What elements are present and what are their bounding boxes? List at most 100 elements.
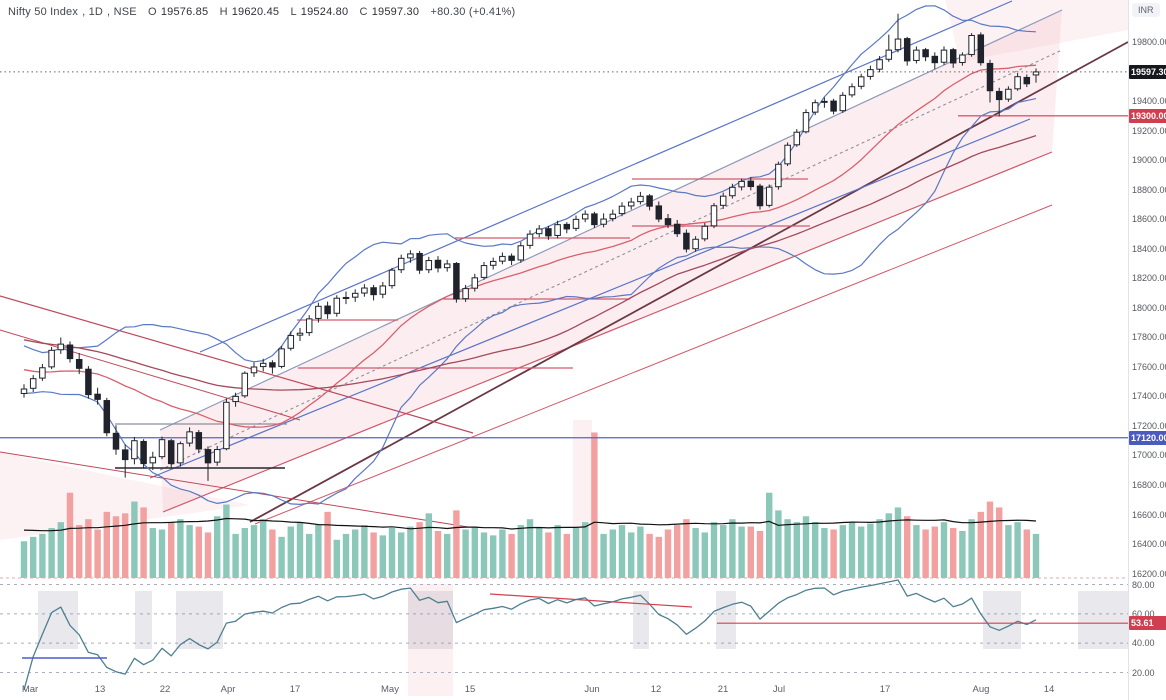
candle-body[interactable]: [959, 54, 966, 64]
currency-label[interactable]: INR: [1132, 3, 1160, 17]
candle-body[interactable]: [885, 49, 893, 60]
candle-body[interactable]: [1005, 88, 1012, 100]
candle-body[interactable]: [453, 263, 460, 300]
candle-body[interactable]: [232, 395, 239, 403]
candle-body[interactable]: [701, 225, 709, 240]
candle-body[interactable]: [949, 49, 957, 64]
chart-area[interactable]: Nifty 50 Index, 1D, NSE O 19576.85 H 19620…: [0, 0, 1128, 700]
candle-body[interactable]: [968, 35, 975, 56]
candle-body[interactable]: [526, 233, 534, 246]
candle-body[interactable]: [683, 232, 690, 250]
candle-body[interactable]: [986, 62, 994, 92]
candle-body[interactable]: [894, 38, 902, 51]
candle-body[interactable]: [738, 180, 745, 188]
symbol-legend[interactable]: Nifty 50 Index, 1D, NSE O 19576.85 H 19620…: [8, 6, 519, 18]
candle-body[interactable]: [876, 59, 883, 70]
candle-body[interactable]: [830, 100, 837, 112]
candle-body[interactable]: [802, 112, 810, 133]
candle-body[interactable]: [508, 255, 515, 261]
candle-body[interactable]: [186, 431, 193, 444]
candle-body[interactable]: [664, 218, 672, 226]
candle-body[interactable]: [443, 263, 451, 269]
channel-mid[interactable]: [159, 49, 1063, 471]
chart-canvas[interactable]: [0, 0, 1128, 700]
candle-body[interactable]: [20, 388, 28, 394]
candle-body[interactable]: [94, 393, 101, 400]
rsi-bearish-divergence-line[interactable]: [489, 593, 693, 608]
candle-body[interactable]: [397, 257, 405, 271]
candle-body[interactable]: [57, 343, 65, 351]
candle-body[interactable]: [480, 265, 488, 278]
candle-body[interactable]: [121, 449, 129, 461]
candle-body[interactable]: [333, 297, 341, 314]
candle-body[interactable]: [131, 440, 138, 460]
candle-body[interactable]: [848, 86, 856, 96]
candle-body[interactable]: [75, 358, 83, 369]
candle-body[interactable]: [839, 94, 847, 112]
candle-body[interactable]: [545, 228, 552, 237]
candle-body[interactable]: [434, 259, 442, 269]
channel-top[interactable]: [159, 9, 1063, 431]
candle-body[interactable]: [747, 180, 755, 188]
candle-body[interactable]: [609, 213, 617, 220]
candle-body[interactable]: [66, 344, 74, 360]
candle-body[interactable]: [296, 332, 304, 336]
candle-body[interactable]: [379, 285, 387, 295]
candle-body[interactable]: [213, 449, 221, 463]
candle-body[interactable]: [913, 49, 920, 61]
candle-body[interactable]: [140, 440, 147, 465]
candle-body[interactable]: [167, 440, 175, 465]
candle-body[interactable]: [535, 228, 543, 235]
candle-body[interactable]: [425, 260, 433, 271]
candle-body[interactable]: [29, 378, 37, 389]
candle-body[interactable]: [158, 439, 166, 458]
candle-body[interactable]: [867, 69, 874, 77]
candle-body[interactable]: [765, 186, 773, 206]
candle-body[interactable]: [324, 305, 331, 315]
candle-body[interactable]: [48, 349, 55, 368]
candle-body[interactable]: [931, 55, 939, 64]
candle-body[interactable]: [269, 362, 276, 368]
candle-body[interactable]: [517, 245, 525, 261]
candle-body[interactable]: [259, 362, 267, 368]
candle-body[interactable]: [223, 401, 230, 450]
candle-body[interactable]: [581, 213, 589, 220]
candle-body[interactable]: [103, 400, 111, 434]
candle-body[interactable]: [637, 195, 644, 203]
candle-body[interactable]: [554, 224, 561, 236]
candle-body[interactable]: [793, 131, 801, 146]
candle-body[interactable]: [784, 144, 791, 165]
candle-body[interactable]: [821, 100, 828, 103]
candle-body[interactable]: [857, 76, 865, 87]
candle-body[interactable]: [563, 223, 571, 230]
candle-body[interactable]: [618, 205, 626, 215]
candle-body[interactable]: [903, 38, 911, 62]
candle-body[interactable]: [922, 49, 929, 58]
candle-body[interactable]: [351, 292, 359, 298]
candle-body[interactable]: [407, 253, 414, 259]
long-maroon-trendline[interactable]: [249, 41, 1128, 523]
candle-body[interactable]: [1032, 71, 1040, 76]
candle-body[interactable]: [627, 201, 635, 207]
candle-body[interactable]: [811, 102, 819, 113]
candle-body[interactable]: [370, 287, 377, 296]
candle-body[interactable]: [315, 305, 322, 319]
candle-body[interactable]: [149, 456, 157, 464]
candle-body[interactable]: [719, 195, 727, 206]
candle-body[interactable]: [204, 449, 212, 464]
candle-body[interactable]: [287, 335, 295, 349]
time-axis[interactable]: Mar 13 22 Apr 17 May 15 Jun 12 21 Jul 17 Aug 14: [0, 682, 1128, 700]
candle-body[interactable]: [471, 277, 479, 289]
candle-body[interactable]: [305, 318, 313, 334]
candle-body[interactable]: [995, 90, 1003, 101]
candle-body[interactable]: [177, 443, 184, 464]
desc-red-3[interactable]: [0, 451, 469, 528]
candle-body[interactable]: [195, 432, 203, 450]
price-axis[interactable]: INR 19800.00 19400.00 19200.00 19000.00 1880…: [1128, 0, 1166, 700]
candle-body[interactable]: [1014, 76, 1021, 90]
candle-body[interactable]: [1023, 76, 1031, 85]
candle-body[interactable]: [775, 163, 782, 188]
candle-body[interactable]: [692, 238, 699, 250]
candle-body[interactable]: [361, 287, 368, 294]
candle-body[interactable]: [756, 185, 764, 207]
